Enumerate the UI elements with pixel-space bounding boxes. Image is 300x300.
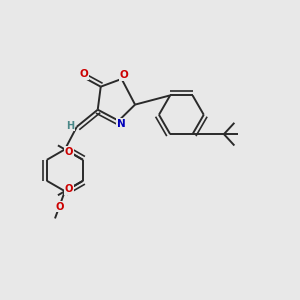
Text: O: O <box>55 202 64 212</box>
Text: O: O <box>119 70 128 80</box>
Text: O: O <box>64 147 73 157</box>
Text: O: O <box>79 69 88 79</box>
Text: O: O <box>64 184 73 194</box>
Text: N: N <box>117 119 125 129</box>
Text: H: H <box>66 121 74 131</box>
